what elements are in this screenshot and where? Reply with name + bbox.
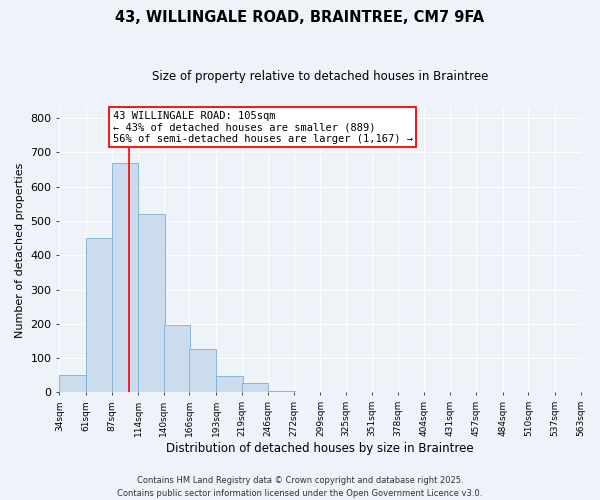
Bar (112, 162, 138, 392)
Y-axis label: Number of detached properties: Number of detached properties (15, 162, 25, 338)
Text: 43, WILLINGALE ROAD, BRAINTREE, CM7 9FA: 43, WILLINGALE ROAD, BRAINTREE, CM7 9FA (115, 10, 485, 25)
Text: 43 WILLINGALE ROAD: 105sqm
← 43% of detached houses are smaller (889)
56% of sem: 43 WILLINGALE ROAD: 105sqm ← 43% of deta… (113, 110, 413, 144)
Bar (190, 348, 216, 393)
Bar (138, 214, 165, 392)
Bar (59, 376, 86, 392)
Bar (164, 325, 190, 392)
Text: Contains HM Land Registry data © Crown copyright and database right 2025.
Contai: Contains HM Land Registry data © Crown c… (118, 476, 482, 498)
X-axis label: Distribution of detached houses by size in Braintree: Distribution of detached houses by size … (166, 442, 474, 455)
Bar (216, 376, 242, 392)
Bar (242, 383, 268, 392)
Title: Size of property relative to detached houses in Braintree: Size of property relative to detached ho… (152, 70, 488, 83)
Bar (268, 390, 295, 392)
Bar (86, 238, 113, 392)
